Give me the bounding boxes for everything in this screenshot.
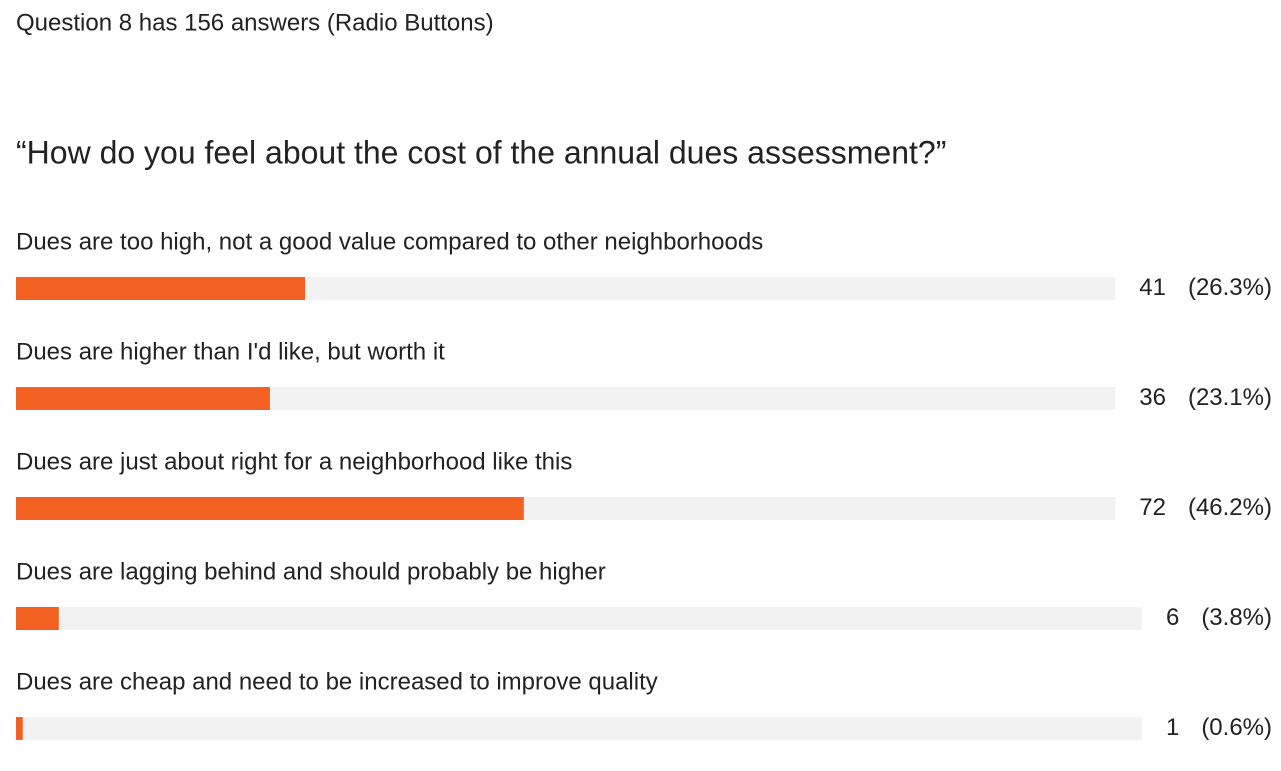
category-label: Dues are just about right for a neighbor… [16,448,572,475]
count-label: 72 [1139,494,1166,521]
percentage-label: (0.6%) [1201,714,1272,741]
bar [16,497,524,520]
percentage-label: (23.1%) [1188,384,1272,411]
header: Question 8 has 156 answers (Radio Button… [16,9,494,36]
category-label: Dues are too high, not a good value comp… [16,228,763,255]
percentage-label: (3.8%) [1201,604,1272,631]
bar [16,717,23,740]
bar [16,387,270,410]
percentage-label: (26.3%) [1188,274,1272,301]
category-label: Dues are lagging behind and should proba… [16,558,606,585]
category-label: Dues are higher than I'd like, but worth… [16,338,445,365]
count-label: 41 [1139,274,1166,301]
category-label: Dues are cheap and need to be increased … [16,668,658,695]
chart-title: “How do you feel about the cost of the a… [16,134,946,170]
bar-track [16,717,1142,740]
percentage-label: (46.2%) [1188,494,1272,521]
count-label: 36 [1139,384,1166,411]
bar-track [16,387,1116,410]
bar [16,277,306,300]
bar [16,607,59,630]
count-label: 1 [1166,714,1179,741]
count-label: 6 [1166,604,1179,631]
bar-track [16,607,1142,630]
